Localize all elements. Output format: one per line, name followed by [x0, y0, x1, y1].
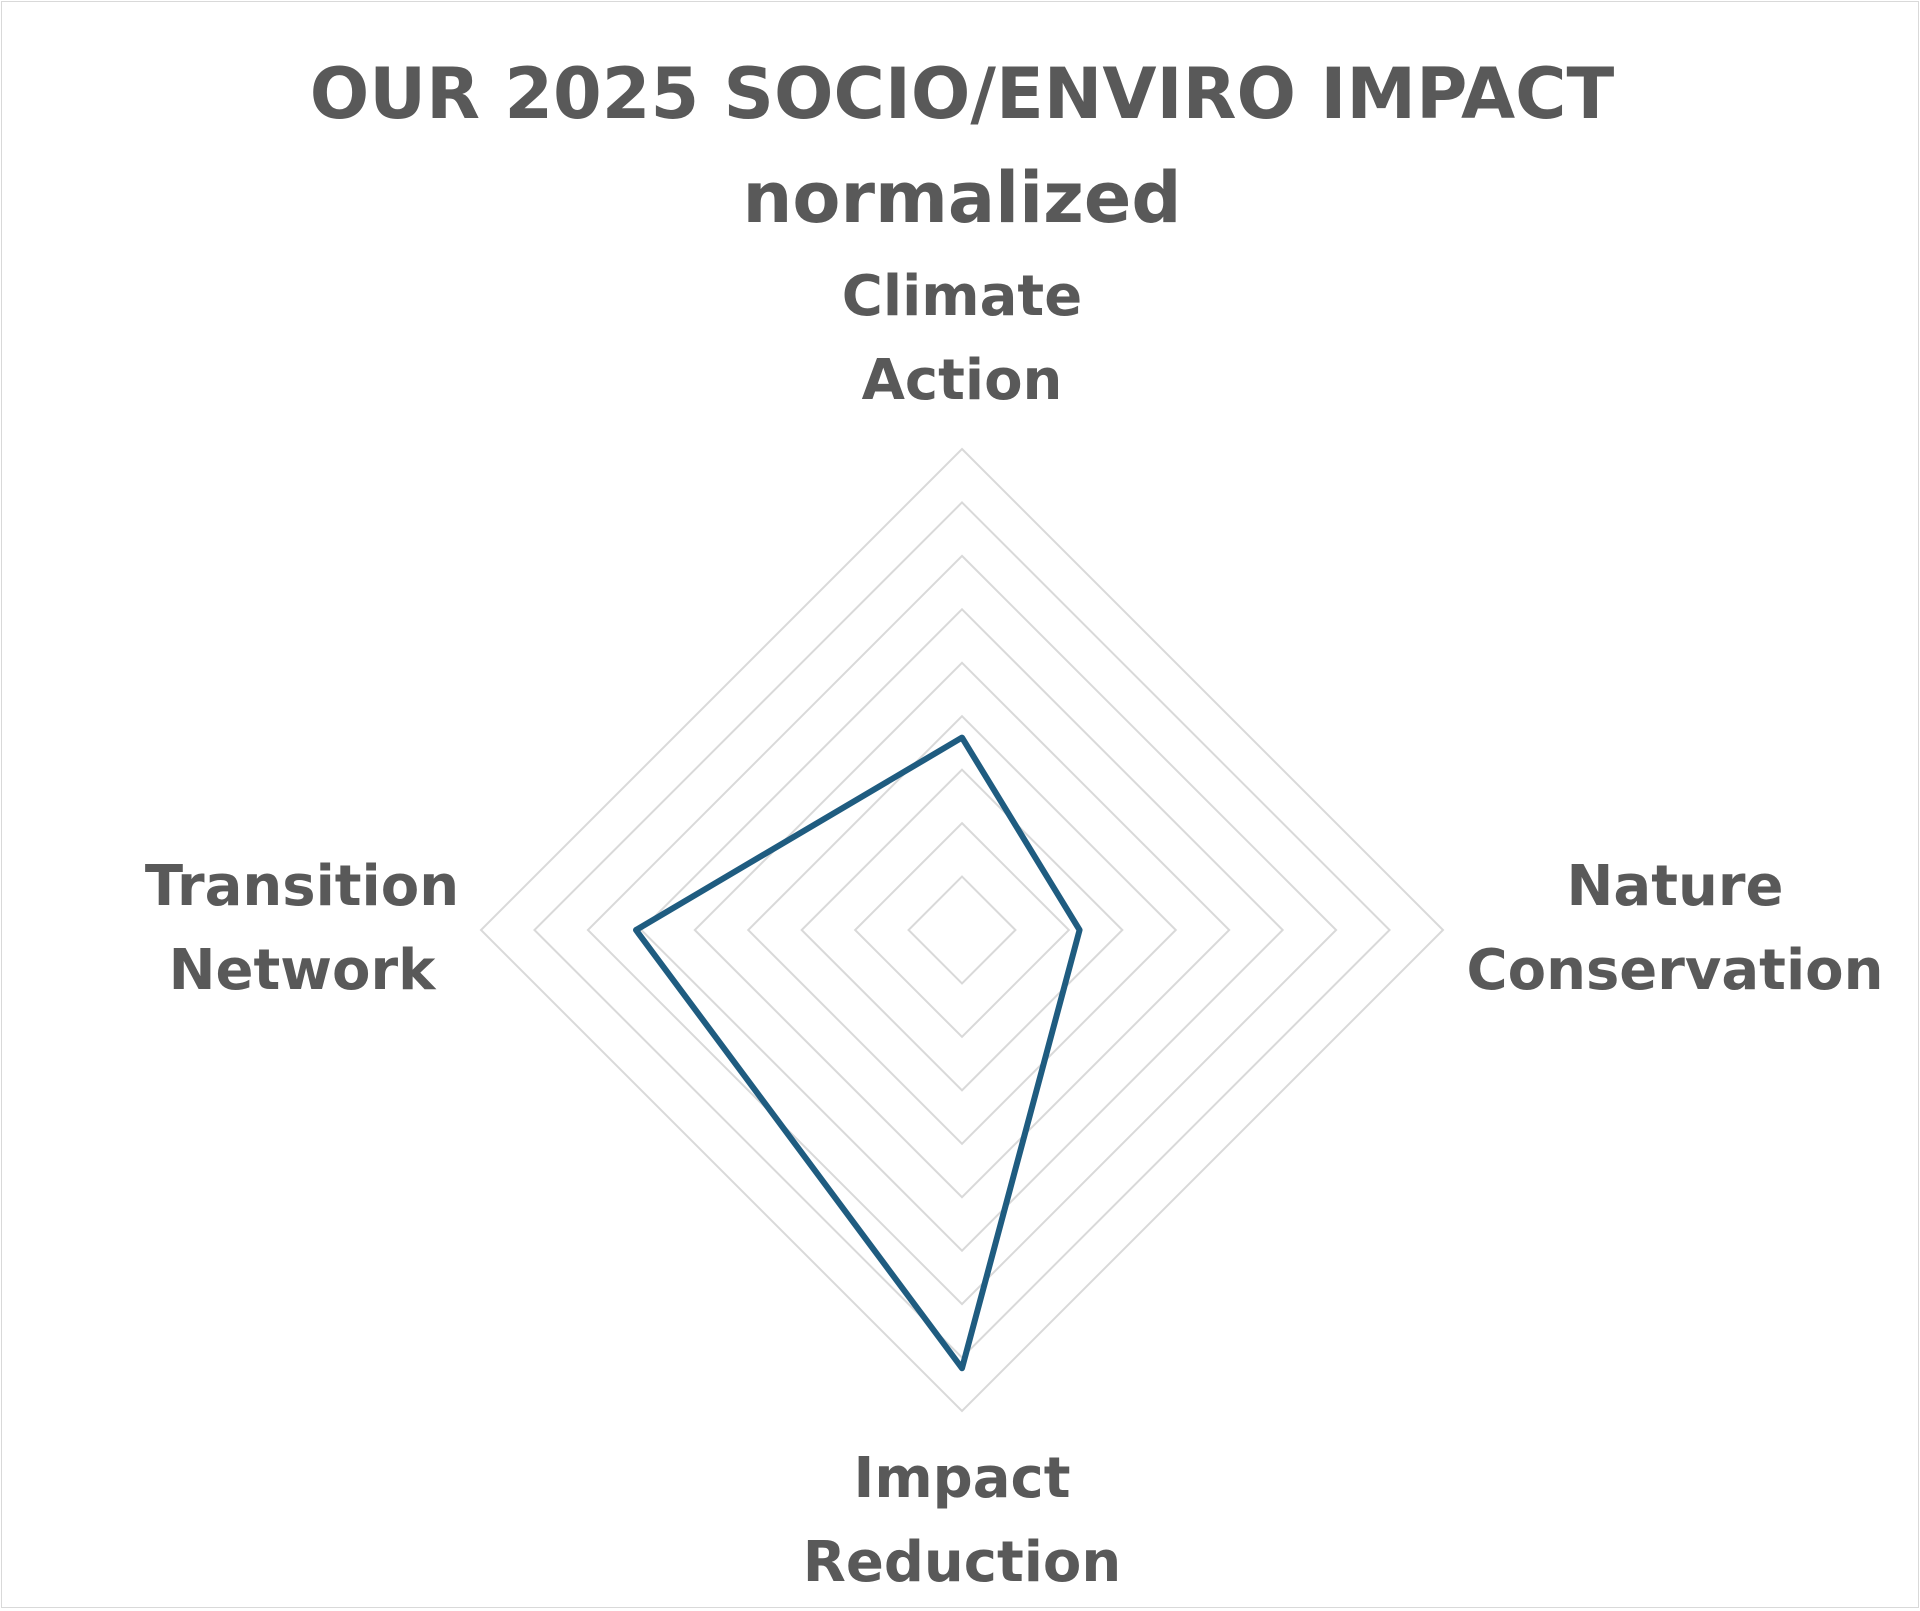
- grid-ring: [853, 821, 1071, 1039]
- axis-label: Impact Reduction: [802, 1446, 1122, 1595]
- grid-ring: [479, 447, 1445, 1413]
- grid-ring: [639, 607, 1285, 1253]
- grid-ring: [907, 875, 1017, 985]
- grid-ring: [746, 714, 1178, 1146]
- axis-label: Climate Action: [841, 264, 1083, 413]
- axis-label: Nature Conservation: [1466, 854, 1884, 1003]
- grid-ring: [586, 554, 1338, 1306]
- series-line: [632, 734, 1083, 1372]
- chart-title: OUR 2025 SOCIO/ENVIRO IMPACT normalized: [309, 53, 1615, 239]
- grid-ring: [533, 501, 1391, 1359]
- grid-ring: [800, 768, 1124, 1092]
- axis-label: Transition Network: [144, 854, 460, 1003]
